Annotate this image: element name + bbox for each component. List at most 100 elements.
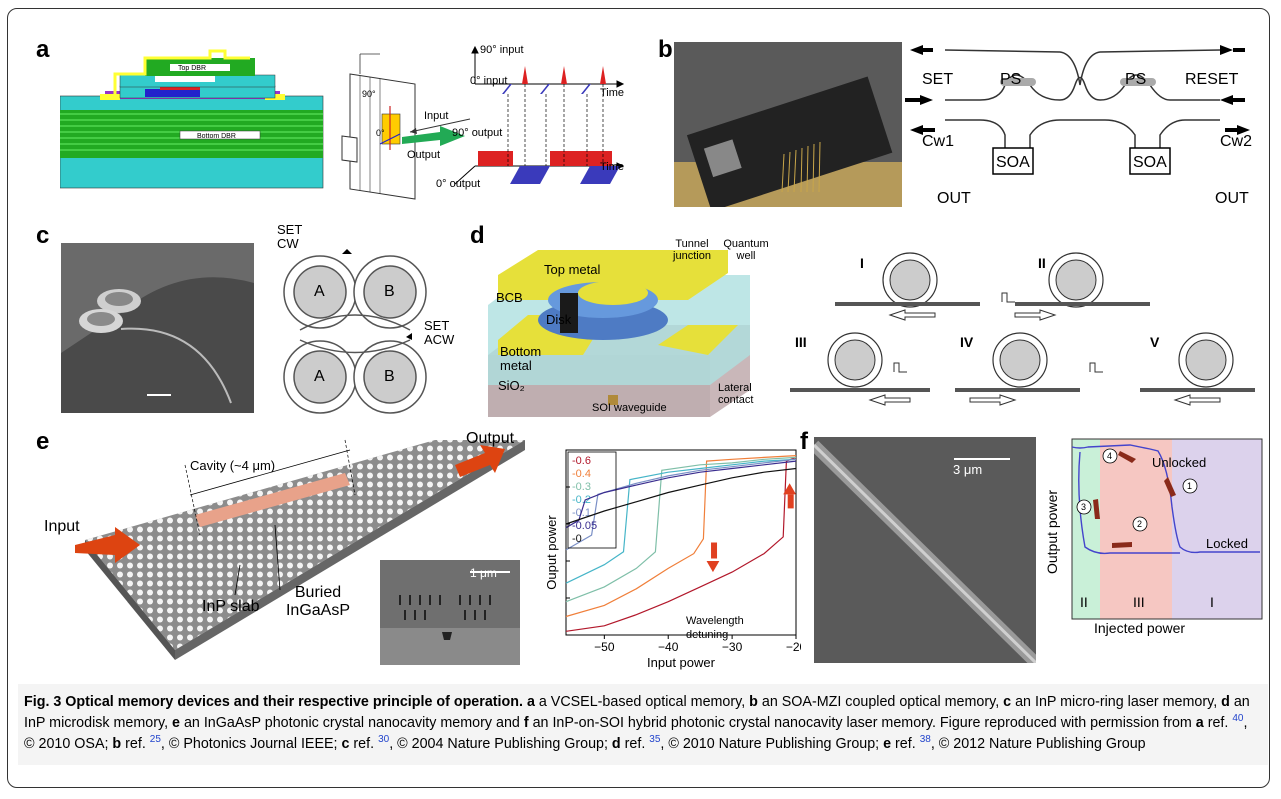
legend-entry-0: -0.6 [572,455,591,467]
label-injected-power: Injected power [1094,620,1186,636]
citation-38[interactable]: 38 [919,734,931,746]
label-quantum-well: Quantum well [723,238,769,262]
label-90-input: 90° input [480,44,524,56]
roman-II: II [1038,255,1046,271]
label-time-top: Time [600,87,625,99]
citation-30[interactable]: 30 [378,734,390,746]
label-ps-left: PS [1000,71,1022,88]
panel-b-letter: b [658,36,673,63]
label-scale-3um: 3 μm [953,462,983,477]
legend-entry-5: -0.05 [572,520,597,532]
label-out-right: OUT [1215,190,1249,207]
label-reset: RESET [1185,71,1239,88]
label-cw1: Cw1 [922,133,955,150]
label-90-output: 90° output [452,127,503,139]
label-0-output: 0° output [436,178,481,190]
label-ring-b2: B [384,368,395,385]
label-f-n3: 3 [1081,502,1087,512]
label-input-a: Input [424,110,449,122]
label-set-acw: SET [424,318,450,333]
panel-f-letter: f [800,428,808,455]
series-line-1 [565,455,797,618]
vcsel-diagram: Top DBR Bottom DBR [60,45,625,200]
label-bcb: BCB [496,290,523,305]
label-bottom-metal: Bottom metal [500,344,542,373]
series-line-3 [565,458,797,584]
pc-sem-inset [380,560,520,665]
label-ring-a2: A [314,368,325,385]
label-inp-slab: InP slab [202,598,260,615]
label-90deg: 90° [362,89,376,99]
label-f-n1: 1 [1187,481,1193,491]
panel-d-letter: d [470,222,485,249]
roman-I: I [860,255,864,271]
soa-mzi-chip-photo [674,42,902,207]
label-output-e: Output [466,430,515,447]
label-ring-b1: B [384,283,395,300]
legend-box [567,451,617,549]
label-output-power: Output power [1044,489,1061,575]
panel-a-letter: a [36,36,50,63]
arrow-down-shaft [711,542,718,559]
label-scale-1um: 1 μm [470,566,497,580]
x-tick-label: −40 [658,640,679,654]
arrow-up-shaft [787,494,794,509]
roman-IV: IV [960,334,974,350]
label-set-b: SET [922,71,954,88]
label-f-n2: 2 [1137,519,1143,529]
label-soa-left: SOA [996,154,1030,171]
label-locked: Locked [1206,536,1248,551]
label-cw2: Cw2 [1220,133,1253,150]
label-soa-right: SOA [1133,154,1167,171]
legend-entry-3: -0.2 [572,494,591,506]
legend-entry-2: -0.3 [572,481,591,493]
citation-35[interactable]: 35 [649,734,661,746]
ring-diagram [283,249,427,414]
citation-25[interactable]: 25 [149,734,161,746]
label-disk: Disk [546,312,572,327]
arrow-up [783,483,796,495]
panel-c-letter: c [36,222,50,249]
label-top-metal: Top metal [544,262,601,277]
label-zone-II: II [1080,594,1088,610]
soa-mzi-schematic [905,45,1250,175]
label-tunnel-junction: Tunnel junction [673,238,711,262]
locking-chart [1071,438,1263,620]
label-unlocked: Unlocked [1152,455,1207,470]
nanocavity-sem-photo [814,437,1036,663]
label-ring-a1: A [314,283,325,300]
label-set-cw: SET [277,222,303,237]
series-line-6 [565,467,797,525]
vcsel-3d-device [341,73,416,200]
label-0deg: 0° [376,128,385,138]
x-axis-label: Input power [647,655,716,670]
y-axis-label: Ouput power [544,515,559,590]
label-time-bottom: Time [600,161,625,173]
svg-text:Top DBR: Top DBR [178,65,206,72]
series-line-2 [565,456,797,603]
label-sio2: SiO₂ [498,378,525,393]
label-output-a: Output [407,149,441,161]
label-acw: ACW [424,332,455,347]
series-line-5 [565,460,797,529]
panel-e-letter: e [36,428,50,455]
microdisk-3d [488,250,750,417]
chart-annotation-wavelength: Wavelength detuning [686,615,744,641]
citation-40[interactable]: 40 [1232,713,1244,725]
series-line-0 [565,456,797,632]
label-ps-right: PS [1125,71,1147,88]
label-buried-ingaasp: Buried InGaAsP [285,584,351,619]
series-line-4 [565,458,797,551]
bottom-dbr-stripes [60,110,323,158]
microdisk-states [790,252,1255,406]
figure-frame [7,8,1270,788]
x-tick-label: −30 [722,640,743,654]
label-lateral-contact: Lateral contact [718,382,754,406]
legend-entry-1: -0.4 [572,468,591,480]
plot-area [565,449,797,636]
roman-V: V [1150,334,1160,350]
figure-caption: Fig. 3 Optical memory devices and their … [18,684,1268,765]
label-0-input: 0° input [470,75,508,87]
